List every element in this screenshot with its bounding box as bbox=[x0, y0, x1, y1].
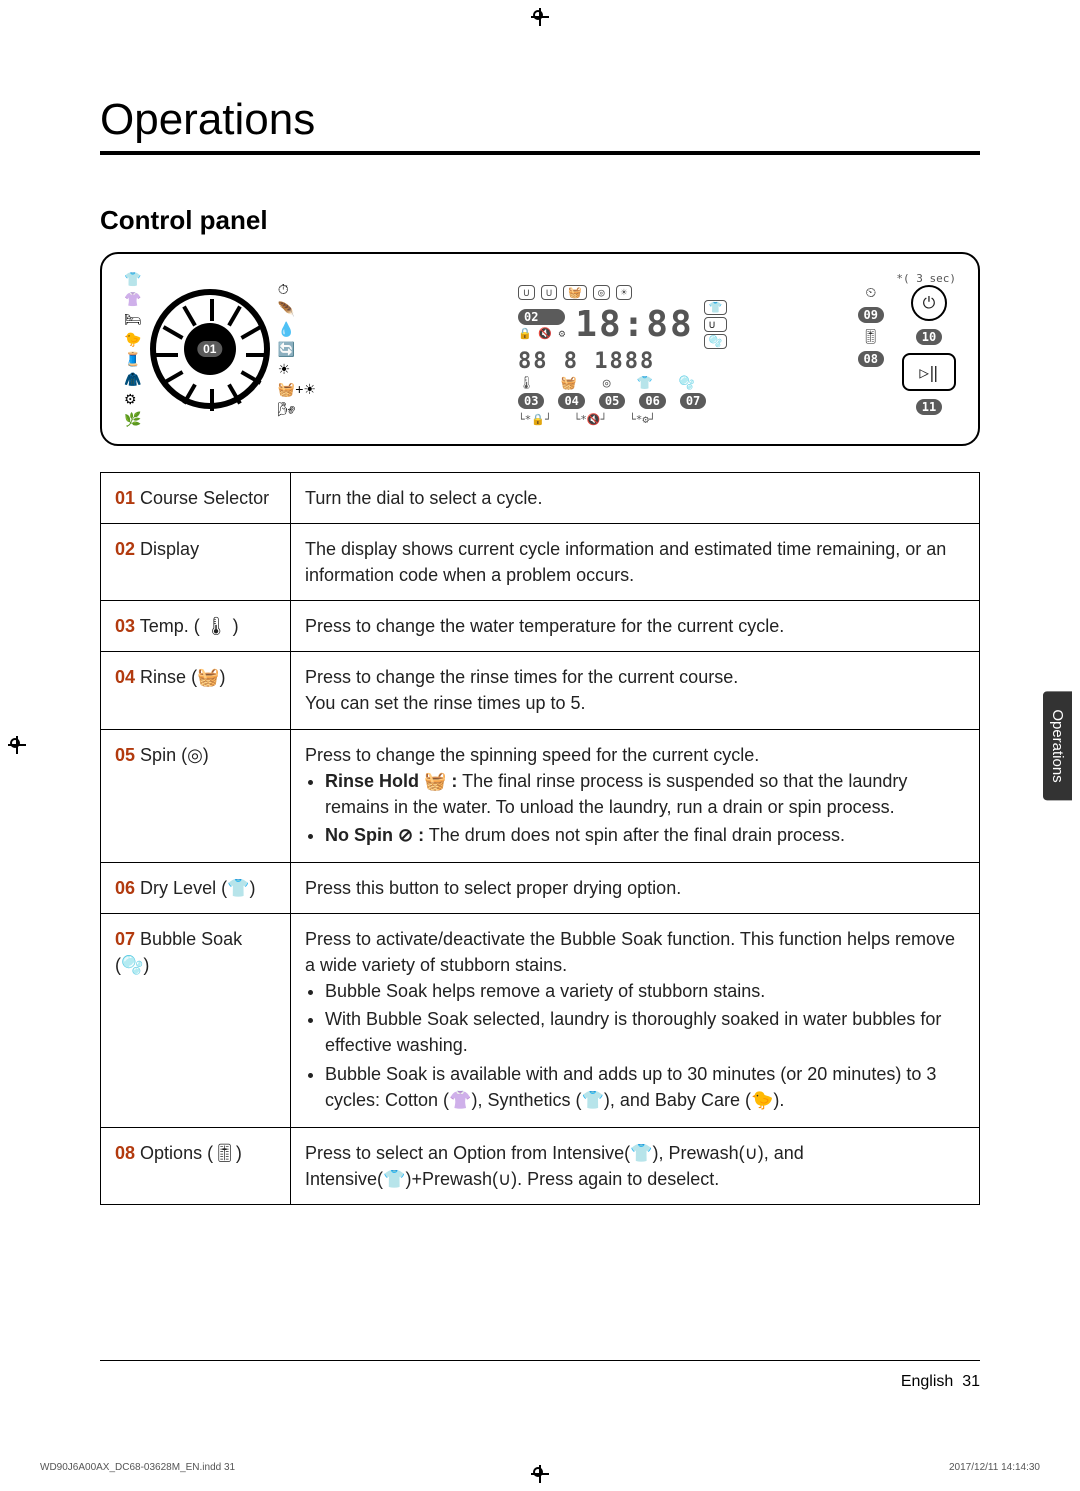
icon-eco: 🌿 bbox=[124, 412, 142, 426]
control-panel-diagram: 👕 👚 🛏 🐤 🧵 🧥 ⚙ 🌿 bbox=[100, 252, 980, 446]
icon-delicate: 🪶 bbox=[278, 302, 316, 316]
opt-box-2: ∪ bbox=[704, 317, 728, 332]
icon-bedding: 🛏 bbox=[124, 312, 142, 326]
combo-hints: └*🔒┘└*🔇┘└*⚙┘ bbox=[518, 413, 840, 426]
table-row: 06 Dry Level (👕) Press this button to se… bbox=[101, 862, 980, 913]
key-03: 03 Temp. ( 🌡 ) bbox=[101, 601, 291, 652]
badge-10: 10 bbox=[916, 329, 942, 345]
table-row: 01 Course Selector Turn the dial to sele… bbox=[101, 473, 980, 524]
val-07: Press to activate/deactivate the Bubble … bbox=[291, 914, 980, 1128]
val-01: Turn the dial to select a cycle. bbox=[291, 473, 980, 524]
badge-08: 08 bbox=[858, 351, 884, 367]
definitions-table: 01 Course Selector Turn the dial to sele… bbox=[100, 472, 980, 1205]
val-05: Press to change the spinning speed for t… bbox=[291, 729, 980, 862]
key-06: 06 Dry Level (👕) bbox=[101, 862, 291, 913]
lcd-row2: 88 8 1888 bbox=[518, 349, 840, 374]
icon-baby: 🐤 bbox=[124, 332, 142, 346]
top-note: *( 3 sec) bbox=[518, 272, 956, 285]
key-05: 05 Spin (◎) bbox=[101, 729, 291, 862]
print-timestamp: 2017/12/11 14:14:30 bbox=[949, 1462, 1040, 1473]
icon-synth: 👚 bbox=[124, 292, 142, 306]
icon-outdoor: 🧥 bbox=[124, 372, 142, 386]
title-rule bbox=[100, 151, 980, 155]
button-column: ⏻ 10 ▷‖ 11 bbox=[902, 285, 956, 415]
badge-05: 05 bbox=[599, 393, 625, 409]
val-03: Press to change the water temperature fo… bbox=[291, 601, 980, 652]
icon-wool: 🧵 bbox=[124, 352, 142, 366]
lcd-top-icons: ∪∪🧺◎☀ bbox=[518, 285, 840, 300]
opt-box-3: 🫧 bbox=[704, 334, 728, 349]
footer: English 31 bbox=[901, 1373, 980, 1391]
key-01: 01 Course Selector bbox=[101, 473, 291, 524]
key-02: 02 Display bbox=[101, 524, 291, 601]
badge-09: 09 bbox=[858, 307, 884, 323]
table-row: 08 Options (🎚) Press to select an Option… bbox=[101, 1127, 980, 1204]
crop-mark-bottom bbox=[531, 1465, 549, 1483]
section-subtitle: Control panel bbox=[100, 205, 980, 236]
power-button[interactable]: ⏻ bbox=[911, 285, 947, 321]
table-row: 04 Rinse (🧺) Press to change the rinse t… bbox=[101, 652, 980, 729]
badge-01: 01 bbox=[197, 341, 222, 357]
dial-wrap: 01 bbox=[150, 289, 270, 409]
lcd-under-icons: 🌡🧺◎👕🫧 bbox=[518, 376, 840, 391]
table-row: 02 Display The display shows current cyc… bbox=[101, 524, 980, 601]
lcd-time: 18:88 bbox=[575, 304, 693, 345]
table-row: 03 Temp. ( 🌡 ) Press to change the water… bbox=[101, 601, 980, 652]
badge-02: 02 bbox=[518, 309, 565, 325]
key-04: 04 Rinse (🧺) bbox=[101, 652, 291, 729]
badge-06: 06 bbox=[639, 393, 665, 409]
icon-airwash: 🌬 bbox=[278, 402, 316, 416]
badge-07: 07 bbox=[680, 393, 706, 409]
left-icon-column-2: ⏱ 🪶 💧 🔄 ☀ 🧺+☀ 🌬 bbox=[278, 282, 316, 416]
icon-rinse: 💧 bbox=[278, 322, 316, 336]
icon-drum: ⚙ bbox=[124, 392, 142, 406]
badge-04: 04 bbox=[558, 393, 584, 409]
page-title: Operations bbox=[100, 95, 980, 145]
panel-right: *( 3 sec) ∪∪🧺◎☀ 02 🔒 🔇 ⚙ 18:88 👕 bbox=[518, 272, 956, 426]
crop-mark-left bbox=[8, 736, 26, 754]
val-08: Press to select an Option from Intensive… bbox=[291, 1127, 980, 1204]
key-08: 08 Options (🎚) bbox=[101, 1127, 291, 1204]
left-icon-column-1: 👕 👚 🛏 🐤 🧵 🧥 ⚙ 🌿 bbox=[124, 272, 142, 426]
val-06: Press this button to select proper dryin… bbox=[291, 862, 980, 913]
val-02: The display shows current cycle informat… bbox=[291, 524, 980, 601]
badge-03: 03 bbox=[518, 393, 544, 409]
icon-cotton: 👕 bbox=[124, 272, 142, 286]
start-pause-button[interactable]: ▷‖ bbox=[902, 353, 956, 391]
print-filename: WD90J6A00AX_DC68-03628M_EN.indd 31 bbox=[40, 1462, 235, 1473]
val-04: Press to change the rinse times for the … bbox=[291, 652, 980, 729]
table-row: 05 Spin (◎) Press to change the spinning… bbox=[101, 729, 980, 862]
table-row: 07 Bubble Soak (🫧) Press to activate/dea… bbox=[101, 914, 980, 1128]
icon-washdry: 🧺+☀ bbox=[278, 382, 316, 396]
crop-mark-top bbox=[531, 8, 549, 26]
side-tab-operations: Operations bbox=[1043, 691, 1072, 800]
panel-left: 👕 👚 🛏 🐤 🧵 🧥 ⚙ 🌿 bbox=[124, 272, 494, 426]
icon-quick: ⏱ bbox=[278, 282, 316, 296]
badge-11: 11 bbox=[916, 399, 942, 415]
footer-rule bbox=[100, 1360, 980, 1361]
page-content: Operations Control panel 👕 👚 🛏 🐤 🧵 🧥 ⚙ 🌿 bbox=[0, 0, 1080, 1205]
opt-box-1: 👕 bbox=[704, 300, 728, 315]
icon-dry: ☀ bbox=[278, 362, 316, 376]
icon-spin: 🔄 bbox=[278, 342, 316, 356]
key-07: 07 Bubble Soak (🫧) bbox=[101, 914, 291, 1128]
